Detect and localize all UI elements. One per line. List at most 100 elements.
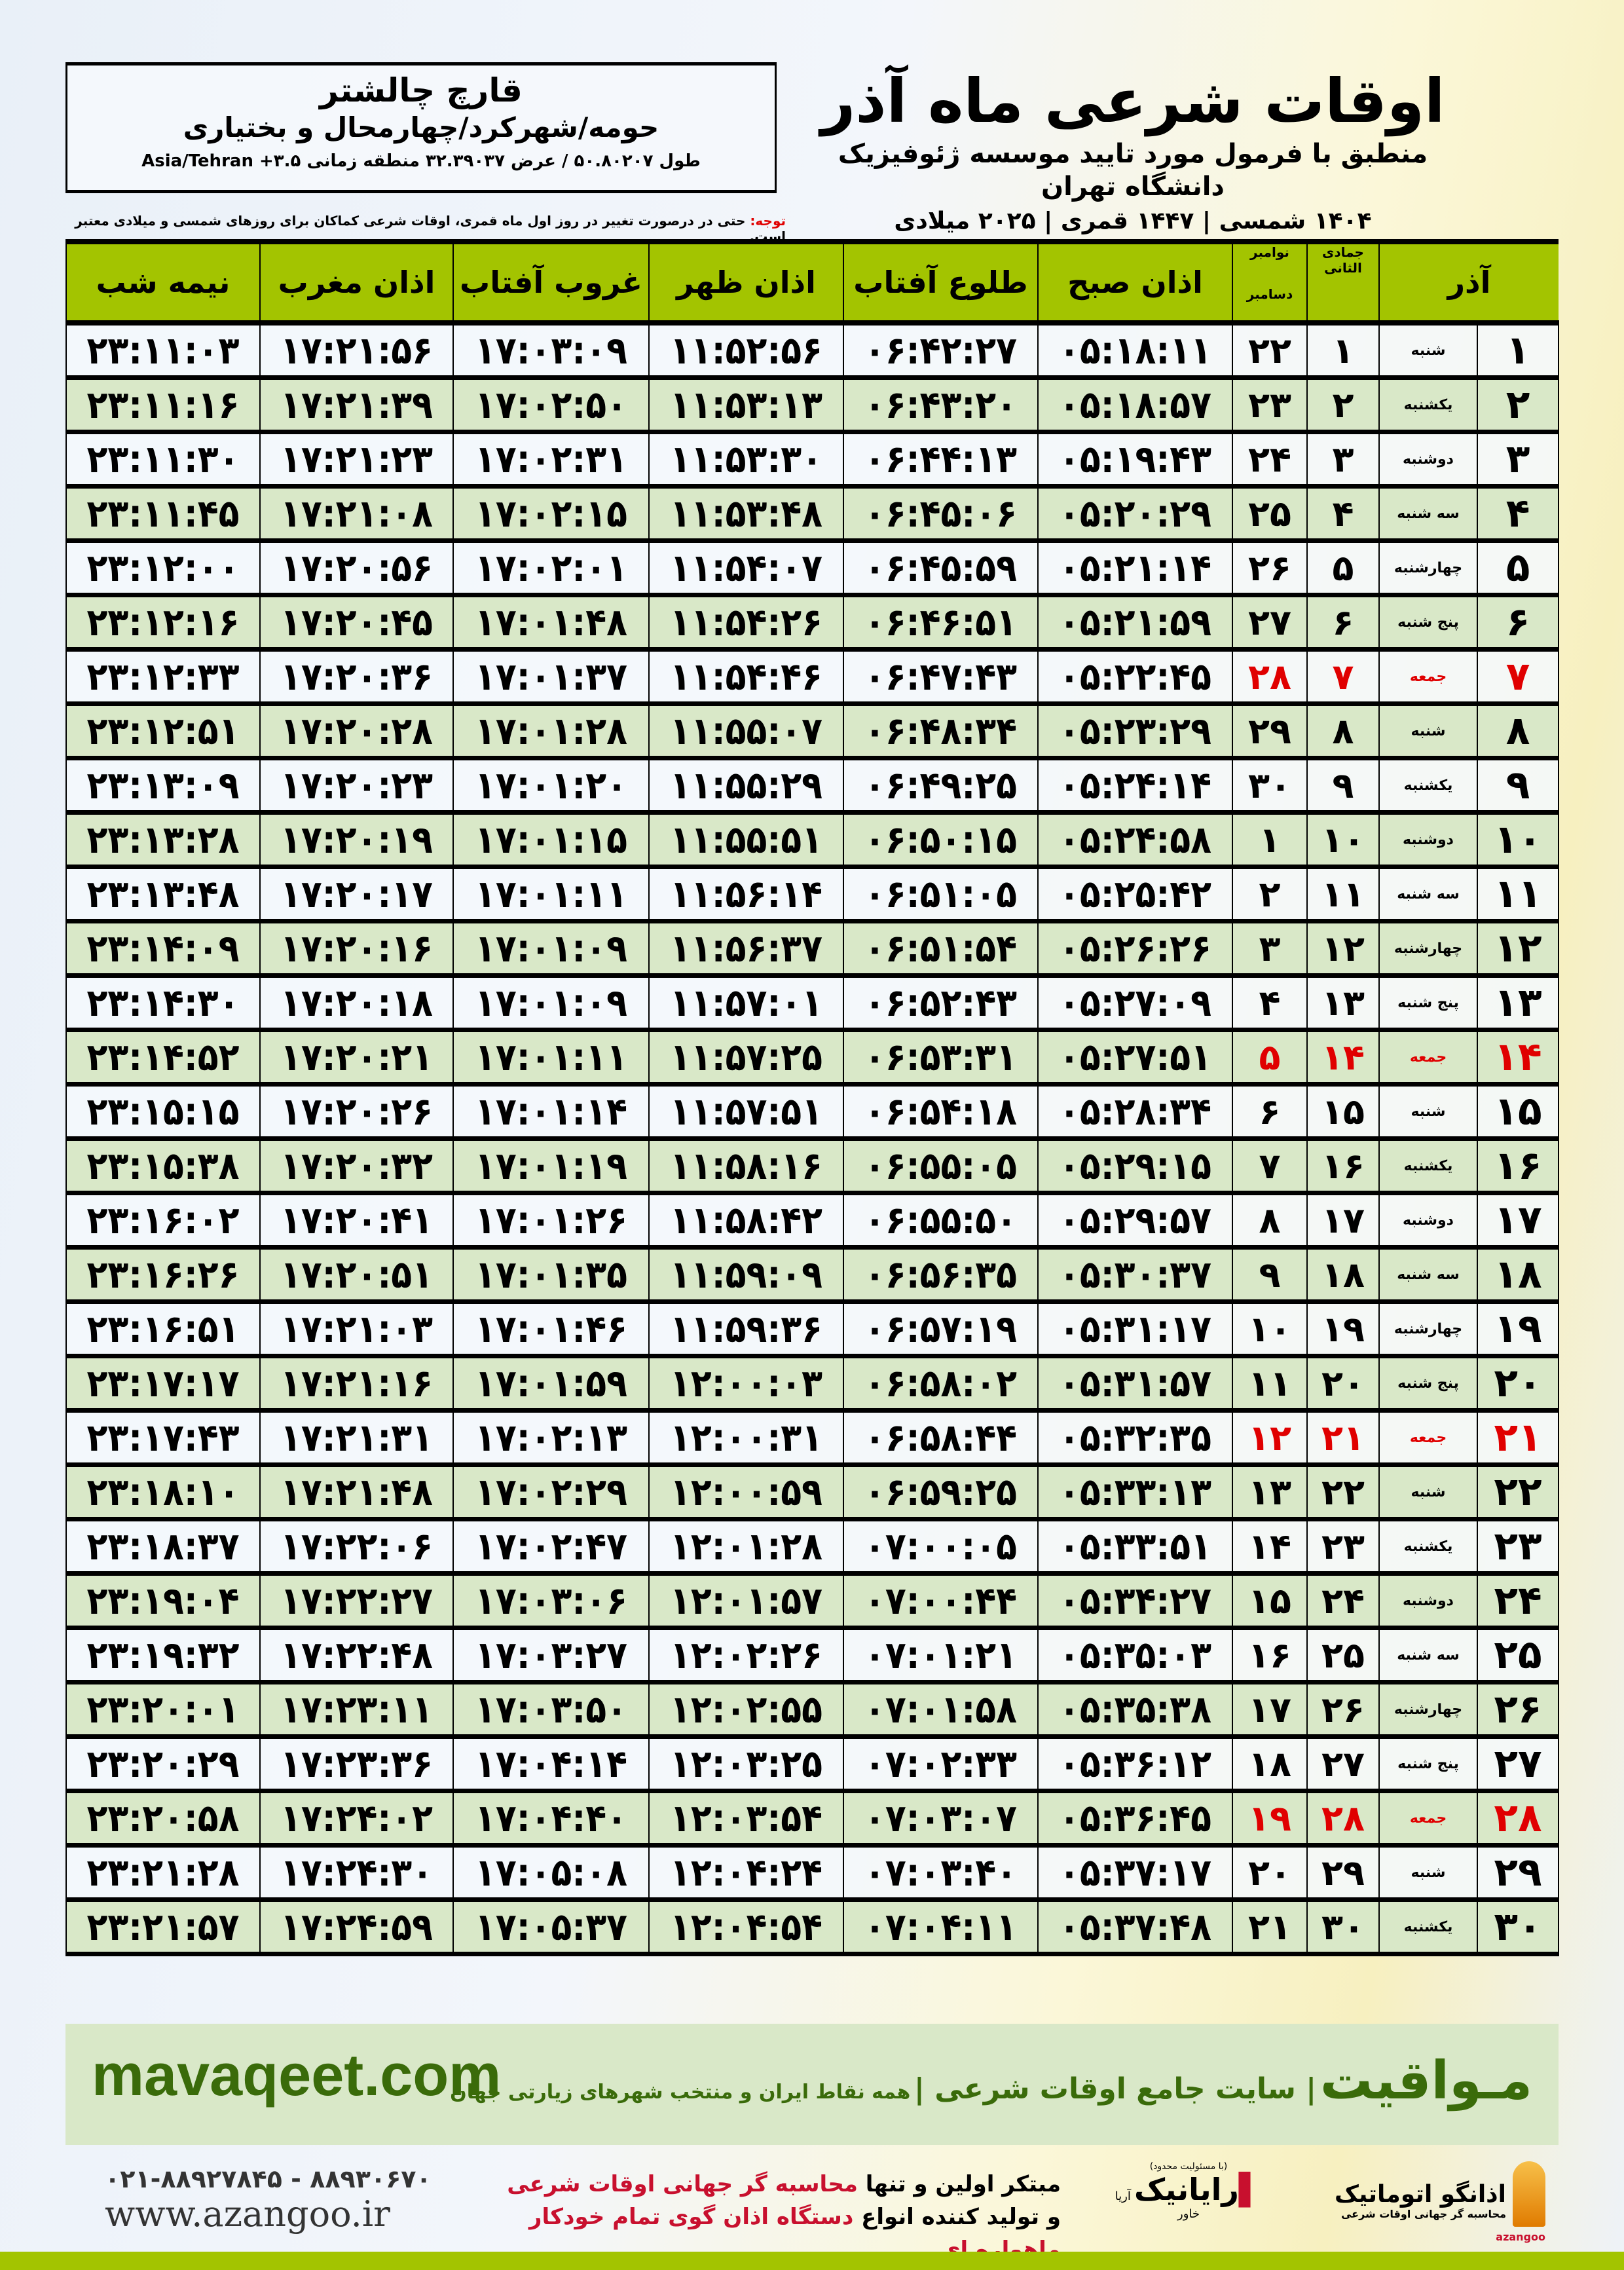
cell-maghrib: ۱۷:۲۰:۱۷ — [259, 866, 454, 923]
cell-sunset: ۱۷:۰۱:۱۱ — [452, 866, 650, 923]
cell-hijri: ۳ — [1306, 432, 1380, 489]
table-row: ۴ سه شنبه ۴ ۲۵ ۰۵:۲۰:۲۹ ۰۶:۴۵:۰۶ ۱۱:۵۳:۴۸ ۱۷:۰۲… — [65, 486, 1560, 543]
table-row: ۳۰ یکشنبه ۳۰ ۲۱ ۰۵:۳۷:۴۸ ۰۷:۰۴:۱۱ ۱۲:۰۴:۵۴ ۱۷:۰… — [65, 1899, 1560, 1956]
cell-weekday: چهارشنبه — [1378, 540, 1479, 597]
cell-sunset: ۱۷:۰۳:۰۶ — [452, 1573, 650, 1630]
col-dhuhr: اذان ظهر — [648, 239, 843, 326]
cell-hijri: ۶ — [1306, 595, 1380, 652]
cell-weekday: جمعه — [1378, 1791, 1479, 1848]
cell-day: ۹ — [1477, 758, 1560, 815]
cell-maghrib: ۱۷:۲۳:۳۶ — [259, 1736, 454, 1793]
cell-midnight: ۲۳:۱۴:۳۰ — [65, 975, 261, 1032]
cell-sunrise: ۰۶:۵۵:۵۰ — [843, 1193, 1039, 1250]
cell-weekday: سه شنبه — [1378, 486, 1479, 543]
cell-gregorian: ۱ — [1232, 812, 1308, 869]
cell-dhuhr: ۱۱:۵۷:۵۱ — [648, 1084, 844, 1141]
cell-maghrib: ۱۷:۲۰:۵۱ — [259, 1247, 454, 1304]
cell-dhuhr: ۱۲:۰۲:۵۵ — [648, 1682, 844, 1739]
cell-weekday: پنج شنبه — [1378, 1356, 1479, 1413]
cell-day: ۲۴ — [1477, 1573, 1560, 1630]
cell-sunset: ۱۷:۰۲:۳۱ — [452, 432, 650, 489]
cell-midnight: ۲۳:۲۰:۲۹ — [65, 1736, 261, 1793]
cell-day: ۱۸ — [1477, 1247, 1560, 1304]
col-gregorian: نوامبر دسامبر — [1232, 239, 1307, 326]
note-text: حتی در درصورت تغییر در روز اول ماه قمری،… — [75, 213, 786, 244]
cell-midnight: ۲۳:۱۷:۱۷ — [65, 1356, 261, 1413]
cell-sunset: ۱۷:۰۳:۵۰ — [452, 1682, 650, 1739]
cell-sunrise: ۰۷:۰۰:۴۴ — [843, 1573, 1039, 1630]
cell-sunrise: ۰۶:۵۷:۱۹ — [843, 1301, 1039, 1358]
cell-sunset: ۱۷:۰۱:۲۰ — [452, 758, 650, 815]
slogan-2a: و تولید کننده انواع — [853, 2204, 1061, 2230]
cell-dhuhr: ۱۱:۵۵:۰۷ — [648, 703, 844, 760]
cell-dhuhr: ۱۱:۵۴:۴۶ — [648, 649, 844, 706]
mavaqeet-link[interactable]: mavaqeet.com — [92, 2043, 502, 2108]
col-greg-top: نوامبر — [1250, 244, 1289, 260]
cell-dhuhr: ۱۱:۵۵:۵۱ — [648, 812, 844, 869]
cell-midnight: ۲۳:۱۱:۴۵ — [65, 486, 261, 543]
cell-day: ۲۵ — [1477, 1628, 1560, 1684]
cell-day: ۱۶ — [1477, 1138, 1560, 1195]
cell-midnight: ۲۳:۱۴:۰۹ — [65, 921, 261, 978]
cell-sunrise: ۰۶:۴۵:۰۶ — [843, 486, 1039, 543]
cell-day: ۲۳ — [1477, 1519, 1560, 1576]
cell-midnight: ۲۳:۱۶:۵۱ — [65, 1301, 261, 1358]
cell-fajr: ۰۵:۳۷:۱۷ — [1037, 1845, 1233, 1902]
cell-gregorian: ۲۸ — [1232, 649, 1308, 706]
cell-fajr: ۰۵:۱۹:۴۳ — [1037, 432, 1233, 489]
page-header: اوقات شرعی ماه آذر منطبق با فرمول مورد ت… — [805, 65, 1460, 240]
cell-dhuhr: ۱۱:۵۲:۵۶ — [648, 323, 844, 380]
cell-fajr: ۰۵:۲۸:۳۴ — [1037, 1084, 1233, 1141]
cell-sunrise: ۰۶:۴۸:۳۴ — [843, 703, 1039, 760]
table-row: ۱۵ شنبه ۱۵ ۶ ۰۵:۲۸:۳۴ ۰۶:۵۴:۱۸ ۱۱:۵۷:۵۱ ۱۷:۰۱:۱… — [65, 1084, 1560, 1141]
cell-day: ۳۰ — [1477, 1899, 1560, 1956]
tagline: | سایت جامع اوقات شرعی | — [913, 2072, 1317, 2106]
cell-midnight: ۲۳:۱۶:۲۶ — [65, 1247, 261, 1304]
cell-maghrib: ۱۷:۲۱:۱۶ — [259, 1356, 454, 1413]
cell-maghrib: ۱۷:۲۱:۵۶ — [259, 323, 454, 380]
table-row: ۵ چهارشنبه ۵ ۲۶ ۰۵:۲۱:۱۴ ۰۶:۴۵:۵۹ ۱۱:۵۴:۰۷ ۱۷:۰… — [65, 540, 1560, 597]
cell-fajr: ۰۵:۲۵:۴۲ — [1037, 866, 1233, 923]
cell-gregorian: ۴ — [1232, 975, 1308, 1032]
table-row: ۱۹ چهارشنبه ۱۹ ۱۰ ۰۵:۳۱:۱۷ ۰۶:۵۷:۱۹ ۱۱:۵۹:۳۶ ۱۷… — [65, 1301, 1560, 1358]
cell-dhuhr: ۱۱:۵۴:۰۷ — [648, 540, 844, 597]
cell-day: ۱۰ — [1477, 812, 1560, 869]
cell-day: ۱۲ — [1477, 921, 1560, 978]
col-sunrise: طلوع آفتاب — [843, 239, 1038, 326]
table-row: ۲۰ پنج شنبه ۲۰ ۱۱ ۰۵:۳۱:۵۷ ۰۶:۵۸:۰۲ ۱۲:۰۰:۰۳ ۱۷… — [65, 1356, 1560, 1413]
col-month: آذر — [1378, 239, 1559, 326]
cell-sunset: ۱۷:۰۱:۱۹ — [452, 1138, 650, 1195]
cell-day: ۲ — [1477, 377, 1560, 434]
cell-weekday: سه شنبه — [1378, 1247, 1479, 1304]
location-name: قارچ چالشتر — [320, 71, 523, 109]
cell-hijri: ۱۵ — [1306, 1084, 1380, 1141]
azangoo-logo: اذانگو اتوماتیک محاسبه گر جهانی اوقات شر… — [1303, 2161, 1545, 2243]
col-sunset: غروب آفتاب — [452, 239, 649, 326]
cell-sunrise: ۰۶:۵۳:۳۱ — [843, 1030, 1039, 1087]
cell-fajr: ۰۵:۲۴:۱۴ — [1037, 758, 1233, 815]
cell-gregorian: ۲۱ — [1232, 1899, 1308, 1956]
cell-dhuhr: ۱۱:۵۸:۴۲ — [648, 1193, 844, 1250]
cell-fajr: ۰۵:۳۶:۴۵ — [1037, 1791, 1233, 1848]
cell-hijri: ۲۶ — [1306, 1682, 1380, 1739]
mavaqeet-tagline: مـواقیت | سایت جامع اوقات شرعی | همه نقا… — [450, 2050, 1532, 2111]
table-row: ۳ دوشنبه ۳ ۲۴ ۰۵:۱۹:۴۳ ۰۶:۴۴:۱۳ ۱۱:۵۳:۳۰ ۱۷:۰۲:… — [65, 432, 1560, 489]
cell-weekday: چهارشنبه — [1378, 921, 1479, 978]
cell-sunset: ۱۷:۰۱:۳۷ — [452, 649, 650, 706]
cell-gregorian: ۶ — [1232, 1084, 1308, 1141]
cell-sunset: ۱۷:۰۵:۰۸ — [452, 1845, 650, 1902]
phone-numbers: ۰۲۱-۸۸۹۲۷۸۴۵ - ۸۸۹۳۰۶۷۰ — [105, 2165, 432, 2193]
cell-fajr: ۰۵:۲۶:۲۶ — [1037, 921, 1233, 978]
cell-day: ۲۷ — [1477, 1736, 1560, 1793]
cell-fajr: ۰۵:۳۳:۱۳ — [1037, 1464, 1233, 1521]
cell-weekday: جمعه — [1378, 1410, 1479, 1467]
cell-dhuhr: ۱۲:۰۰:۰۳ — [648, 1356, 844, 1413]
cell-fajr: ۰۵:۲۱:۵۹ — [1037, 595, 1233, 652]
azangoo-link[interactable]: www.azangoo.ir — [105, 2193, 390, 2235]
cell-day: ۲۰ — [1477, 1356, 1560, 1413]
cell-sunrise: ۰۶:۴۶:۵۱ — [843, 595, 1039, 652]
cell-weekday: شنبه — [1378, 1464, 1479, 1521]
location-coords: طول ۵۰.۸۰۲۰۷ / عرض ۳۲.۳۹۰۳۷ منطقه زمانی … — [141, 151, 701, 171]
cell-sunrise: ۰۶:۵۰:۱۵ — [843, 812, 1039, 869]
cell-dhuhr: ۱۲:۰۰:۳۱ — [648, 1410, 844, 1467]
